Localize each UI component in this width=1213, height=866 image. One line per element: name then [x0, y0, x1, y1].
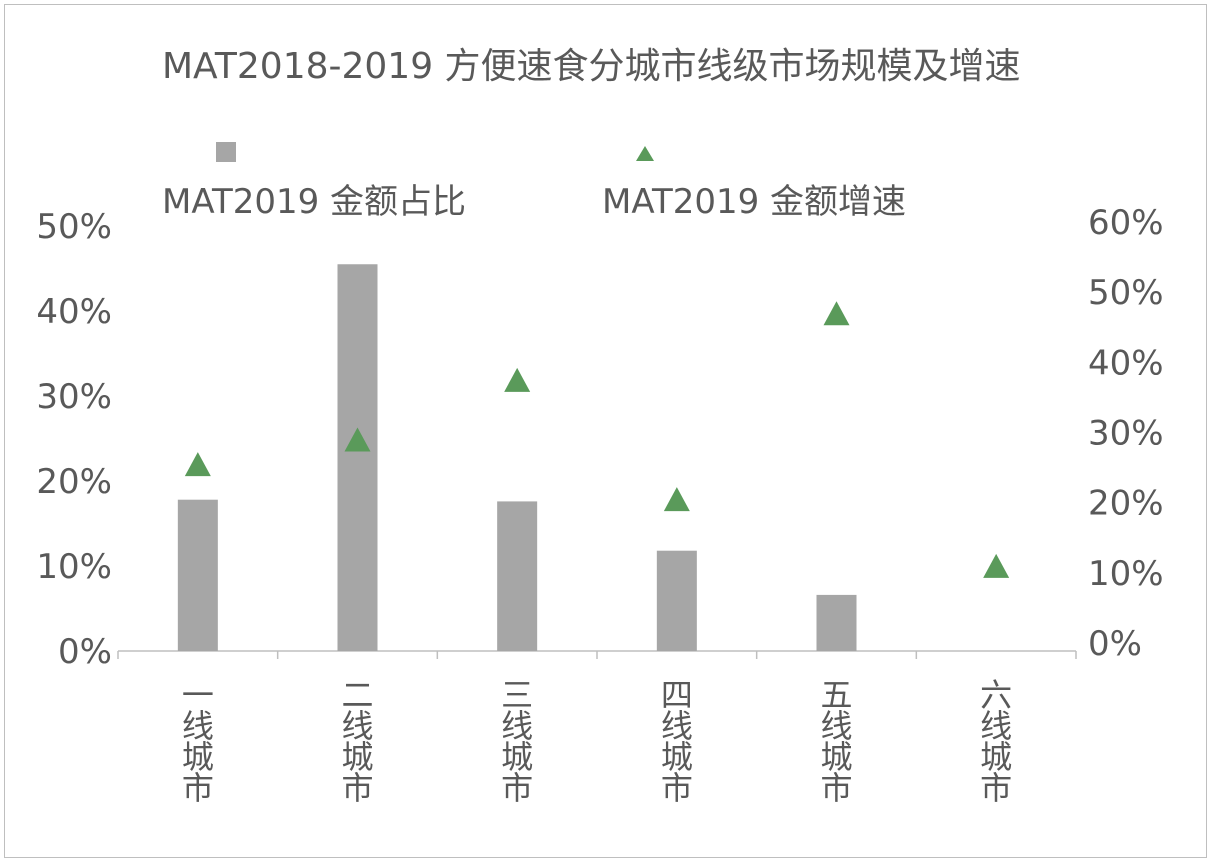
triangle-marker — [184, 452, 211, 477]
bar — [497, 501, 538, 651]
x-category-label: 二线城市 — [341, 676, 373, 807]
bar — [816, 594, 857, 651]
y-right-tick-label: 30% — [1088, 414, 1164, 454]
y-right-tick-label: 20% — [1088, 484, 1164, 524]
triangle-marker — [983, 553, 1010, 578]
bar — [656, 550, 697, 651]
legend-triangle-swatch — [636, 146, 654, 161]
y-left-tick-label: 30% — [36, 377, 112, 417]
chart-title: MAT2018-2019 方便速食分城市线级市场规模及增速 — [162, 46, 1021, 87]
y-right-tick-label: 10% — [1088, 554, 1164, 594]
triangle-marker — [663, 487, 690, 512]
x-category-label: 六线城市 — [980, 676, 1012, 807]
triangle-marker — [504, 367, 531, 392]
y-right-tick-label: 0% — [1088, 624, 1142, 664]
y-right-tick-label: 50% — [1088, 273, 1164, 313]
legend-bar-label: MAT2019 金额占比 — [162, 182, 467, 222]
triangle-marker — [344, 427, 371, 452]
y-left-tick-label: 10% — [36, 547, 112, 587]
legend-triangle-label: MAT2019 金额增速 — [602, 182, 907, 222]
x-category-label: 四线城市 — [661, 676, 693, 807]
y-left-tick-label: 20% — [36, 462, 112, 502]
y-right-tick-label: 60% — [1088, 203, 1164, 243]
y-left-tick-label: 0% — [58, 632, 112, 672]
y-left-tick-label: 40% — [36, 292, 112, 332]
y-right-tick-label: 40% — [1088, 343, 1164, 383]
x-category-label: 三线城市 — [501, 676, 533, 807]
x-category-label: 一线城市 — [182, 676, 214, 807]
chart-frame — [4, 4, 1207, 858]
bar — [337, 264, 378, 651]
bar — [177, 499, 218, 651]
y-left-tick-label: 50% — [36, 207, 112, 247]
legend-bar-swatch — [216, 142, 236, 162]
x-category-label: 五线城市 — [820, 676, 852, 807]
triangle-marker — [823, 301, 850, 326]
